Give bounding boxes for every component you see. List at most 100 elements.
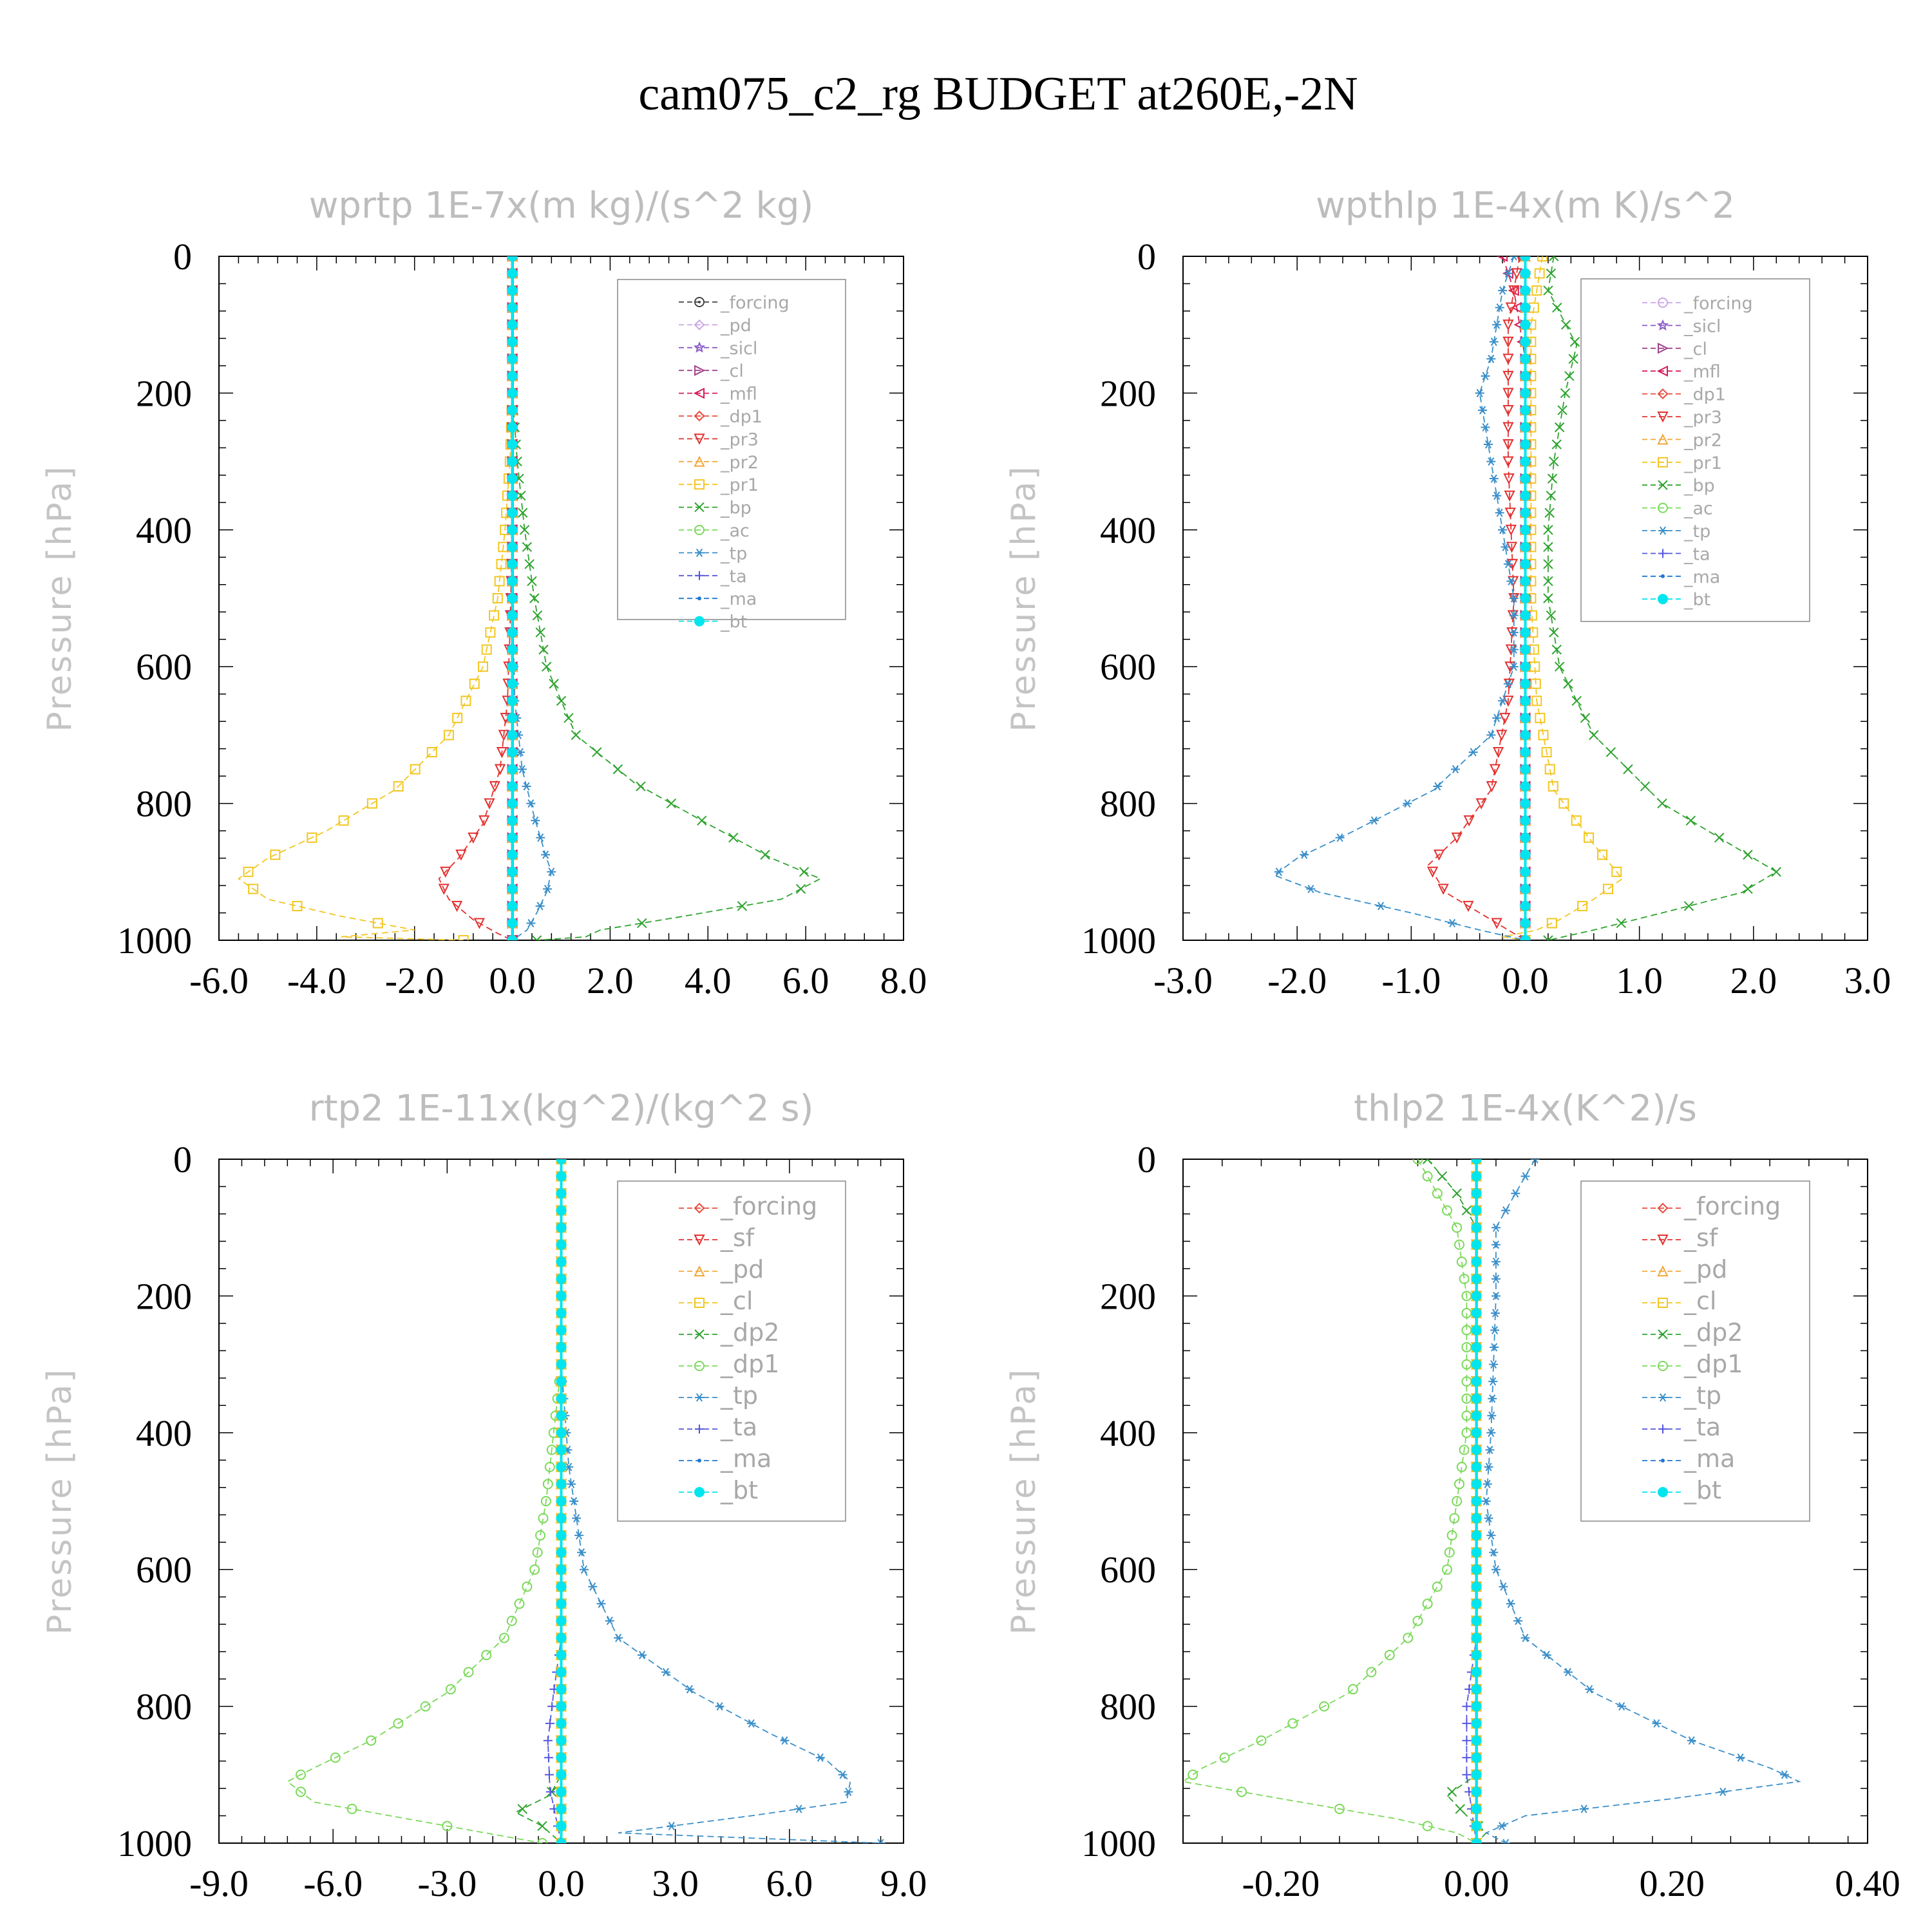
series-marker: [1520, 815, 1531, 826]
panel-title: wprtp 1E-7x(m kg)/(s^2 kg): [309, 185, 814, 227]
series-marker: [685, 1685, 694, 1694]
series-marker: [1471, 1291, 1482, 1302]
y-tick-label: 1000: [1081, 920, 1156, 961]
series-marker: [1520, 336, 1531, 347]
legend-marker: [1661, 1459, 1665, 1463]
series-line: [438, 256, 513, 940]
series-marker: [1462, 1701, 1472, 1711]
series-marker: [1471, 1530, 1482, 1541]
series-marker: [1564, 371, 1575, 381]
series-line: [560, 1159, 881, 1843]
x-tick-label: 2.0: [587, 960, 634, 1001]
series-marker: [547, 867, 556, 876]
series-marker: [1568, 354, 1578, 365]
series-marker: [517, 764, 527, 774]
series-marker: [1488, 1394, 1497, 1403]
series-marker: [1490, 1325, 1500, 1335]
series-marker: [1520, 256, 1531, 261]
legend-label: _pd: [720, 316, 752, 336]
series-marker: [1520, 849, 1531, 860]
series-marker: [478, 661, 489, 672]
series-marker: [815, 1753, 825, 1762]
series-marker: [1491, 1565, 1501, 1574]
series-marker: [661, 1667, 670, 1677]
series-marker: [1509, 645, 1519, 654]
series-marker: [1335, 833, 1345, 842]
legend-entry: _pr2: [679, 453, 759, 473]
legend-entry: _ma: [1642, 567, 1720, 587]
legend-marker: [1658, 502, 1668, 513]
panel-1: wprtp 1E-7x(m kg)/(s^2 kg) Pressure [hPa]…: [41, 185, 927, 1001]
series-marker: [526, 918, 536, 927]
series-marker: [507, 866, 518, 877]
y-tick-label: 0: [173, 1139, 192, 1180]
series-marker: [489, 781, 500, 793]
series-marker: [1403, 1633, 1414, 1643]
legend-label: _sf: [1683, 1224, 1719, 1252]
series-marker: [1520, 456, 1531, 467]
series-marker: [556, 1410, 567, 1421]
legend-label: _pr3: [720, 430, 759, 450]
series-marker: [366, 798, 377, 809]
series-line: [286, 1159, 562, 1843]
series-marker: [1563, 1667, 1573, 1677]
series-marker: [1502, 456, 1514, 468]
series-marker: [292, 900, 303, 911]
series-marker: [1462, 1770, 1472, 1779]
series-marker: [556, 1188, 567, 1199]
legend-marker: [1658, 1361, 1668, 1371]
legend-entry: _ac: [1642, 499, 1713, 519]
series-marker: [1508, 285, 1520, 297]
series-marker: [1449, 1513, 1460, 1524]
series-marker: [1471, 1159, 1482, 1164]
series-marker: [636, 781, 646, 791]
legend-entry: _cl: [679, 361, 744, 381]
series-marker: [1256, 1735, 1267, 1746]
series-marker: [1520, 576, 1531, 587]
series-marker: [507, 370, 518, 381]
legend-entry: _pr3: [1642, 408, 1722, 428]
series-marker: [1422, 1159, 1433, 1164]
legend-marker: [694, 1487, 705, 1497]
series-marker: [537, 1821, 547, 1832]
series-marker: [556, 1803, 567, 1814]
legend-entry: _ta: [1642, 544, 1710, 564]
legend-label: _ta: [720, 567, 747, 587]
series-marker: [1489, 474, 1499, 483]
series-marker: [507, 336, 518, 347]
series-marker: [1585, 1685, 1595, 1694]
series-marker: [507, 524, 518, 535]
series-marker: [1520, 866, 1531, 877]
series-marker: [556, 1701, 567, 1712]
series-marker: [1471, 1359, 1482, 1370]
series-marker: [1489, 1360, 1499, 1369]
series-marker: [572, 1514, 582, 1523]
series-marker: [507, 388, 518, 399]
legend-label: _ma: [1683, 1444, 1735, 1473]
series-tp: [1481, 1159, 1801, 1843]
series-marker: [556, 1239, 567, 1250]
series-marker: [1538, 730, 1549, 741]
series-dp1: [1183, 1159, 1482, 1843]
series-marker: [556, 1615, 567, 1626]
series-marker: [1652, 1719, 1662, 1728]
legend-label: _tp: [1683, 1381, 1721, 1410]
series-marker: [1471, 1735, 1482, 1746]
series-marker: [1478, 406, 1488, 415]
series-marker: [1412, 1615, 1423, 1626]
series-marker: [330, 1752, 341, 1763]
series-marker: [1495, 508, 1504, 517]
series-marker: [507, 404, 518, 415]
legend-label: _pr3: [1683, 408, 1722, 428]
series-marker: [481, 644, 492, 655]
series-marker: [556, 1205, 567, 1216]
series-marker: [1548, 781, 1558, 792]
series-marker: [516, 490, 526, 501]
series-marker: [1554, 422, 1565, 433]
series-marker: [544, 1770, 554, 1779]
legend-label: _dp1: [720, 407, 762, 427]
series-marker: [1481, 372, 1490, 381]
legend-marker: [694, 1298, 705, 1308]
series-marker: [1437, 884, 1449, 895]
legend-label: _ta: [1683, 544, 1710, 564]
